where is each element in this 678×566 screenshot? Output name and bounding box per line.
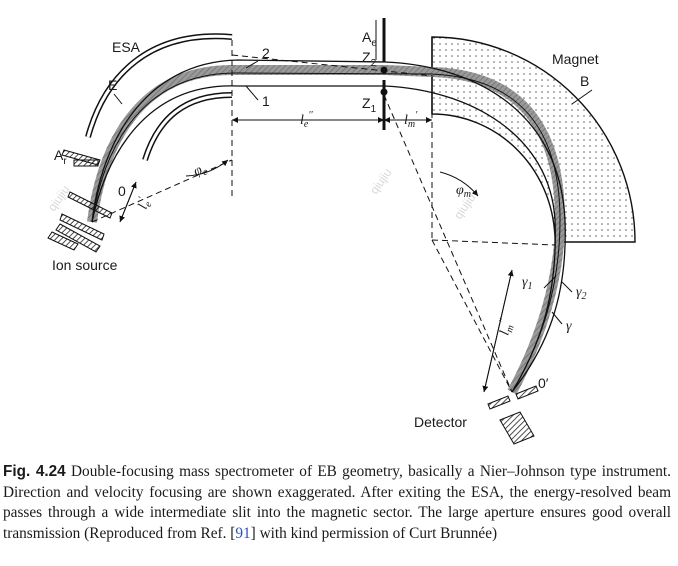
label-lm-prime: lm′ bbox=[404, 110, 418, 130]
reference-link[interactable]: 91 bbox=[235, 524, 251, 542]
label-ae: Ae bbox=[362, 29, 377, 49]
label-zero: 0 bbox=[118, 183, 126, 199]
label-zero-prime: 0′ bbox=[538, 375, 549, 391]
ion-beam bbox=[87, 59, 566, 395]
label-e: E bbox=[108, 77, 117, 93]
label-ion-source: Ion source bbox=[52, 257, 118, 273]
figure-caption: Fig. 4.24 Double-focusing mass spectrome… bbox=[3, 462, 671, 544]
label-ar: Ar bbox=[54, 147, 67, 167]
esa-plates bbox=[85, 33, 233, 161]
label-z2: Z2 bbox=[362, 49, 377, 69]
watermark-2: qiujiu bbox=[367, 166, 395, 197]
spectrometer-diagram: qiujiu qiujiu qiujiu bbox=[45, 18, 636, 445]
label-le-prime: le′ bbox=[134, 195, 156, 212]
watermark-1: qiujiu bbox=[45, 183, 73, 214]
label-le-double-prime: le′′ bbox=[300, 110, 314, 130]
figure-number: Fig. 4.24 bbox=[3, 463, 66, 480]
label-two: 2 bbox=[262, 45, 270, 61]
label-one: 1 bbox=[262, 93, 270, 109]
label-gamma1: γ1 bbox=[522, 275, 533, 292]
label-b: B bbox=[580, 73, 589, 89]
label-gamma2: γ2 bbox=[576, 285, 587, 302]
label-detector: Detector bbox=[414, 414, 467, 430]
label-esa: ESA bbox=[112, 39, 141, 55]
label-magnet: Magnet bbox=[552, 51, 599, 67]
label-phi-m: φm bbox=[456, 183, 471, 200]
caption-text: Double-focusing mass spectrometer of EB … bbox=[3, 463, 672, 542]
diagram-labels: ESA E Ar 0 Ion source le′ φe 2 1 le′′ Ae… bbox=[52, 29, 599, 430]
caption-text-end: ] with kind permission of Curt Brunnée) bbox=[250, 524, 498, 542]
detector bbox=[487, 385, 539, 445]
label-phi-e: φe bbox=[191, 161, 210, 182]
label-lm-double-prime: lm′′ bbox=[494, 317, 518, 338]
label-gamma: γ bbox=[566, 319, 572, 334]
aperture-ar bbox=[61, 149, 101, 166]
label-z1: Z1 bbox=[362, 95, 377, 115]
intermediate-slit bbox=[375, 18, 388, 130]
dimension-lines bbox=[119, 117, 514, 393]
leader-lines bbox=[113, 60, 593, 325]
